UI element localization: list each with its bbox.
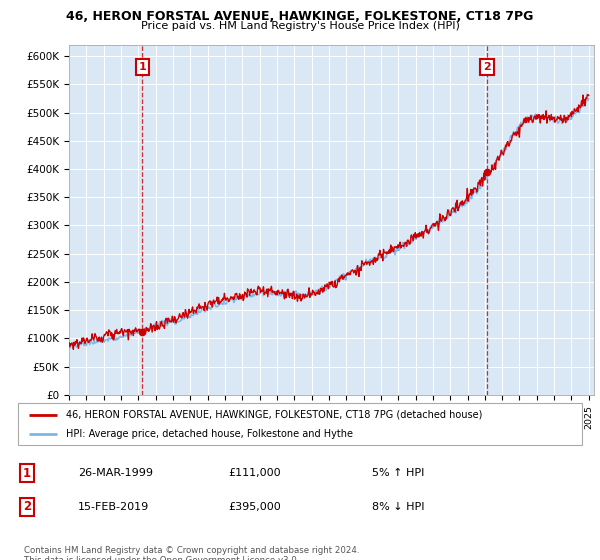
Text: 8% ↓ HPI: 8% ↓ HPI <box>372 502 425 512</box>
Text: 5% ↑ HPI: 5% ↑ HPI <box>372 468 424 478</box>
Text: 1: 1 <box>139 62 146 72</box>
Text: 2: 2 <box>23 500 31 514</box>
Text: 46, HERON FORSTAL AVENUE, HAWKINGE, FOLKESTONE, CT18 7PG (detached house): 46, HERON FORSTAL AVENUE, HAWKINGE, FOLK… <box>66 410 482 420</box>
Text: £395,000: £395,000 <box>228 502 281 512</box>
Text: Contains HM Land Registry data © Crown copyright and database right 2024.
This d: Contains HM Land Registry data © Crown c… <box>24 546 359 560</box>
Text: £111,000: £111,000 <box>228 468 281 478</box>
Text: 46, HERON FORSTAL AVENUE, HAWKINGE, FOLKESTONE, CT18 7PG: 46, HERON FORSTAL AVENUE, HAWKINGE, FOLK… <box>67 10 533 23</box>
Text: 2: 2 <box>483 62 491 72</box>
Text: 1: 1 <box>23 466 31 480</box>
Text: 15-FEB-2019: 15-FEB-2019 <box>78 502 149 512</box>
Text: 26-MAR-1999: 26-MAR-1999 <box>78 468 153 478</box>
Text: HPI: Average price, detached house, Folkestone and Hythe: HPI: Average price, detached house, Folk… <box>66 430 353 439</box>
FancyBboxPatch shape <box>18 403 582 445</box>
Text: Price paid vs. HM Land Registry's House Price Index (HPI): Price paid vs. HM Land Registry's House … <box>140 21 460 31</box>
